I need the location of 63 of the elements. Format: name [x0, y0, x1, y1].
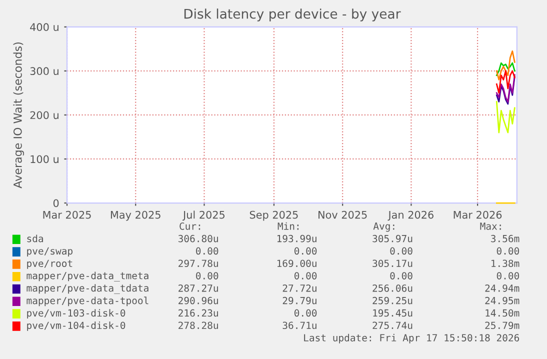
- text: 278.28u: [178, 322, 218, 330]
- x-tick-label: Nov 2025: [318, 210, 367, 219]
- x-tick-label: Sep 2025: [250, 210, 298, 221]
- text: 290.96u: [178, 296, 218, 304]
- text: 305.97u: [372, 234, 412, 242]
- y-tick-label: 100 u: [30, 155, 58, 164]
- text: 287.27u: [178, 284, 218, 292]
- y-tick-label: 200 u: [30, 111, 58, 120]
- text: 36.71u: [282, 322, 316, 330]
- text: 305.17u: [372, 260, 412, 268]
- legend-label: sda: [27, 234, 43, 242]
- y-tick-label: 300 u: [30, 67, 58, 76]
- text: Cur:: [180, 222, 200, 230]
- text: Min:: [278, 222, 299, 230]
- y-tick-label: 400 u: [30, 23, 58, 32]
- text: 1.38m: [492, 260, 520, 268]
- text: 25.79m: [485, 322, 520, 330]
- text: Max:: [480, 222, 501, 230]
- x-tick-label: Jan 2026: [388, 210, 434, 221]
- line-series: [496, 70, 516, 94]
- text: 0.00: [294, 309, 317, 317]
- text: 193.99u: [277, 234, 316, 242]
- text: 0.00: [496, 272, 520, 280]
- text: 195.45u: [373, 309, 412, 317]
- text: 0.00: [294, 272, 317, 280]
- text: Last update: Fri Apr 17 15:50:18 2026: [304, 334, 520, 344]
- text: 24.94m: [485, 284, 520, 292]
- text: 256.06u: [372, 284, 412, 292]
- text: 0.00: [196, 272, 218, 280]
- text: 297.78u: [178, 260, 218, 268]
- text: 3.56m: [491, 234, 520, 242]
- text: 0.00: [196, 247, 218, 255]
- line-series: [496, 62, 516, 76]
- text: 0.00: [390, 272, 412, 280]
- text: 24.95m: [485, 296, 520, 304]
- legend-label: pve/vm-103-disk-0: [27, 309, 126, 319]
- x-tick-label: Mar 2026: [454, 210, 502, 219]
- text: 216.23u: [178, 309, 218, 317]
- legend-label: pve/vm-104-disk-0: [27, 322, 126, 331]
- y-axis-title: Average IO Wait (seconds): [13, 42, 24, 188]
- text: 0.00: [496, 247, 520, 255]
- x-tick-label: Mar 2025: [43, 210, 91, 219]
- line-series: [496, 101, 516, 134]
- y-tick-label: 0: [53, 199, 59, 208]
- text: 259.25u: [372, 296, 412, 304]
- text: 169.00u: [277, 260, 316, 268]
- legend-label: pve/swap: [27, 247, 72, 257]
- text: 306.80u: [178, 234, 218, 242]
- x-tick-label: Jul 2025: [182, 210, 225, 221]
- legend-label: mapper/pve-data-tpool: [26, 296, 148, 306]
- text: 0.00: [390, 247, 412, 255]
- legend-label: pve/root: [27, 260, 72, 269]
- line-series: [496, 50, 516, 80]
- text: 29.79u: [282, 296, 316, 304]
- text: Avg:: [373, 222, 394, 232]
- text: 275.74u: [372, 322, 412, 330]
- x-tick-label: May 2025: [110, 210, 160, 221]
- text: 0.00: [294, 247, 317, 255]
- text: 27.72u: [282, 284, 316, 292]
- chart-title: Disk latency per device - by year: [184, 8, 401, 22]
- text: 14.50m: [486, 309, 520, 317]
- legend-label: mapper/pve-data_tmeta: [26, 272, 148, 282]
- legend-label: mapper/pve-data_tdata: [26, 284, 148, 294]
